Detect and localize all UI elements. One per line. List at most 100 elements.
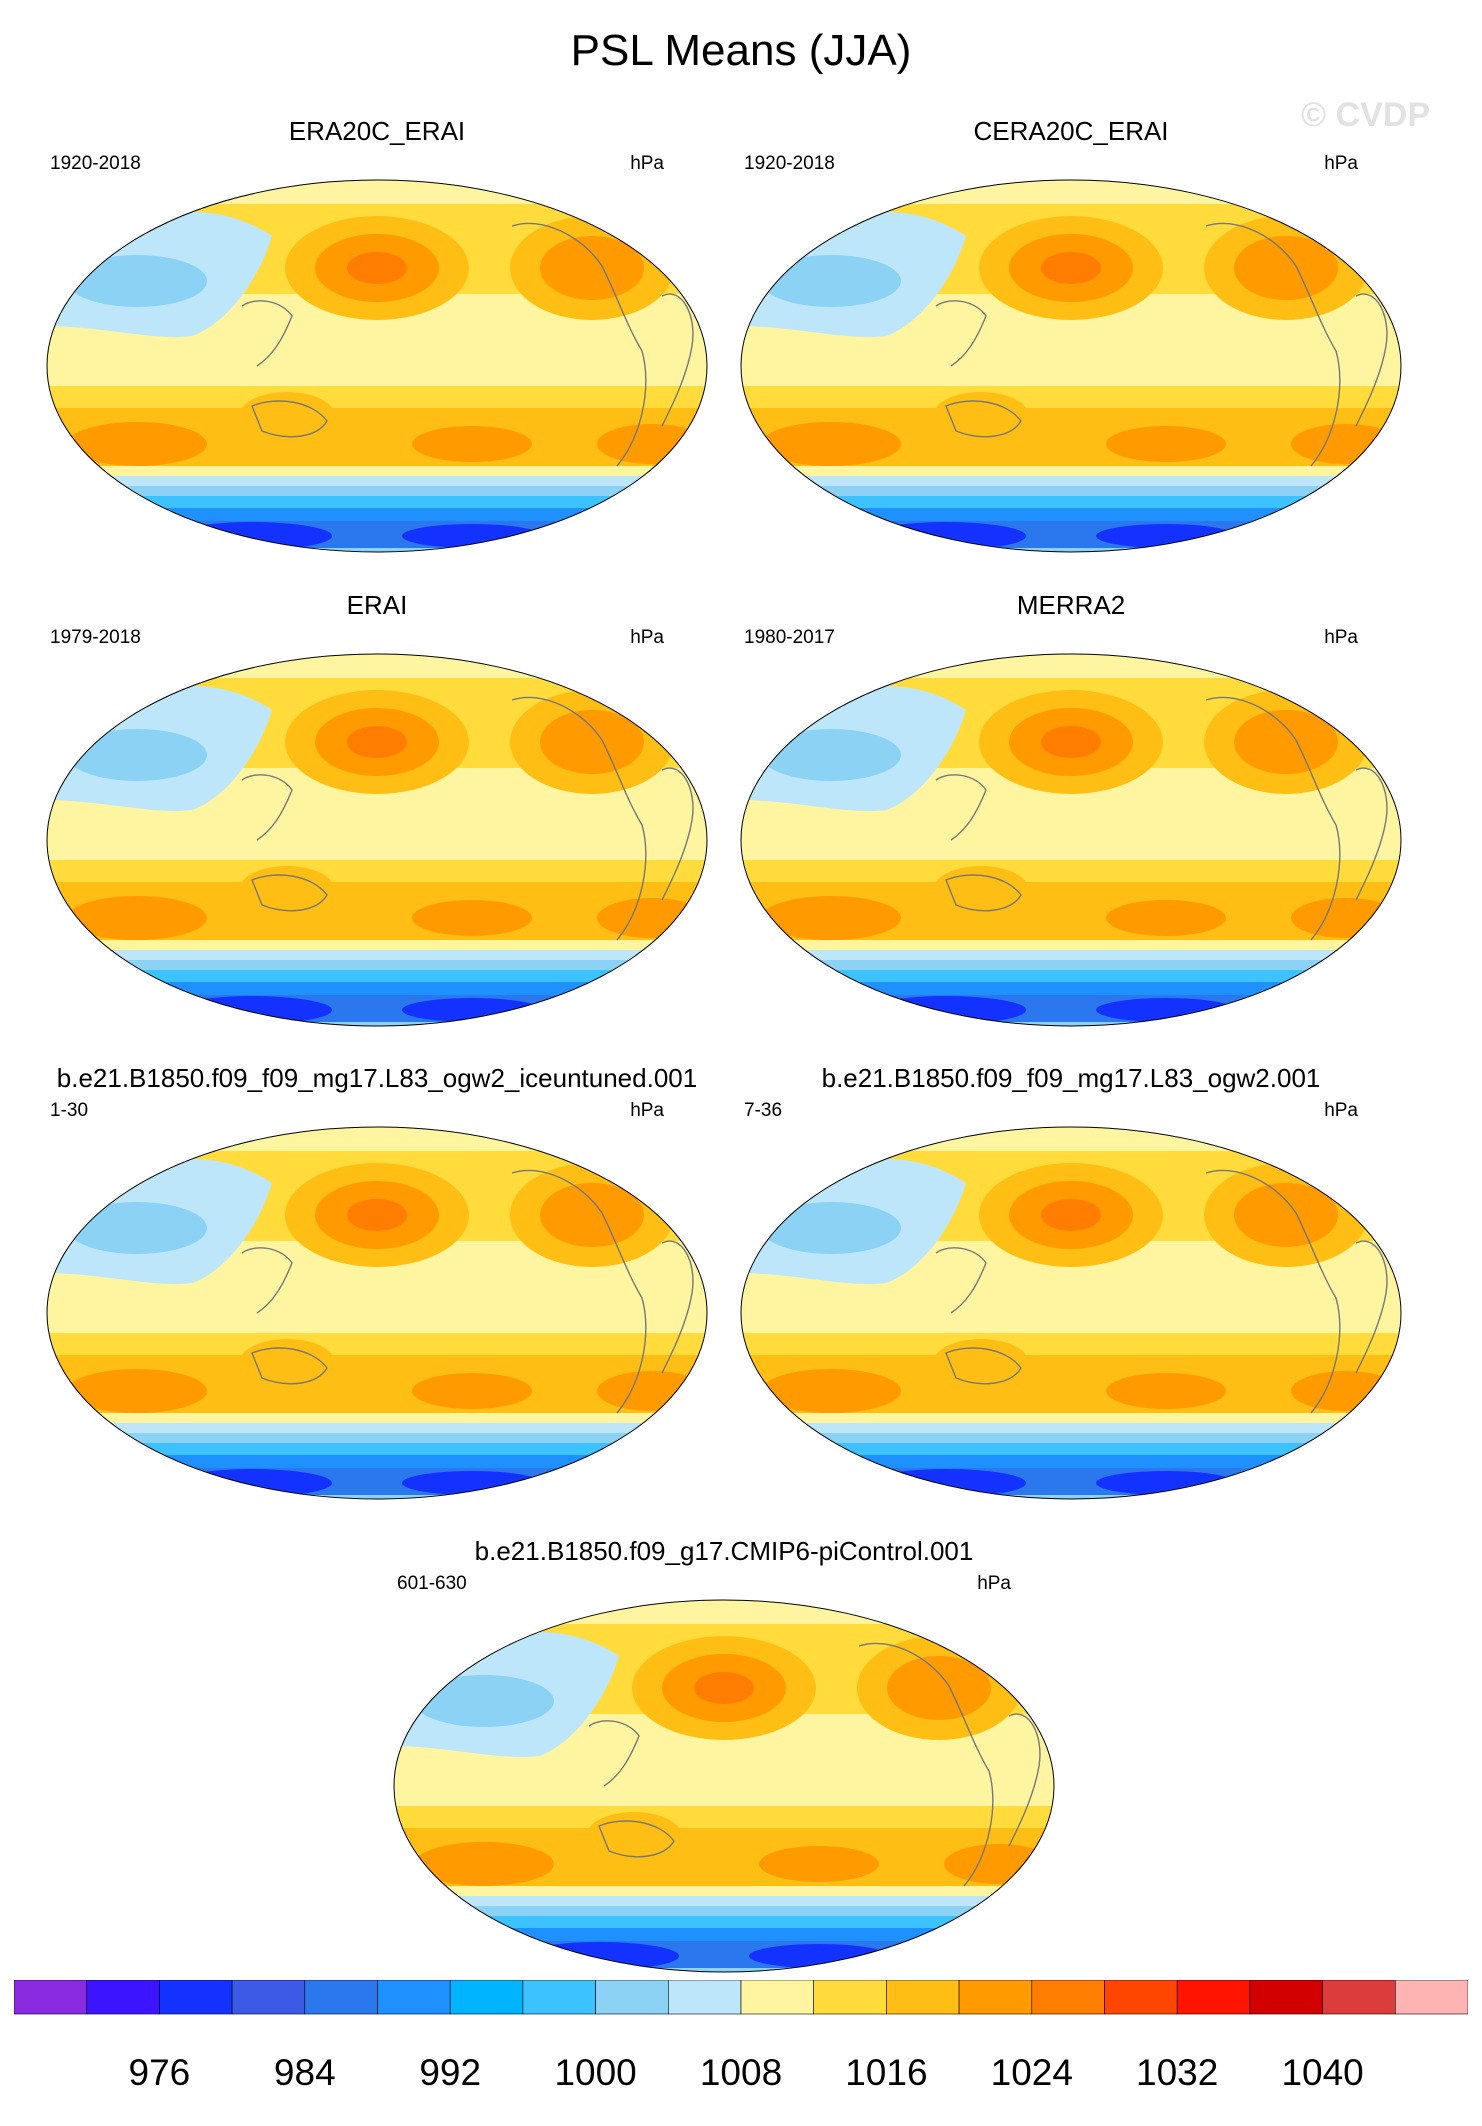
psl-cell-south-atlantic bbox=[1291, 1371, 1401, 1411]
psl-band-antarctic bbox=[741, 1495, 1401, 1499]
coastline-3 bbox=[1355, 767, 1388, 901]
map-outline bbox=[46, 179, 708, 553]
panel-title: b.e21.B1850.f09_g17.CMIP6-piControl.001 bbox=[474, 1536, 974, 1566]
coastline-1 bbox=[241, 300, 293, 367]
psl-cell-asian-low-2 bbox=[67, 1202, 207, 1254]
colorbar-swatch bbox=[1395, 1980, 1468, 2015]
page-title: PSL Means (JJA) bbox=[570, 26, 912, 75]
psl-cell-southern-low-1 bbox=[172, 1469, 332, 1497]
colorbar-swatch bbox=[86, 1980, 160, 2015]
psl-cell-azores-2 bbox=[540, 236, 644, 300]
panel-period: 1920-2018 bbox=[50, 153, 141, 174]
coastline-1 bbox=[935, 300, 987, 367]
psl-band-antarctic bbox=[47, 1495, 707, 1499]
map-panel: ERA20C_ERAI 1920-2018 hPa bbox=[42, 116, 712, 556]
psl-cell-asian-low-2 bbox=[414, 1675, 554, 1727]
psl-cell-australia bbox=[239, 392, 335, 440]
colorbar-tick-label: 1040 bbox=[1281, 2052, 1364, 2093]
psl-band-antarctic bbox=[741, 548, 1401, 552]
panel-title: CERA20C_ERAI bbox=[973, 116, 1169, 146]
psl-cell-south-pacific bbox=[759, 1846, 879, 1882]
coastline-2 bbox=[945, 1347, 1022, 1385]
colorbar-swatch bbox=[1031, 1980, 1105, 2015]
psl-cell-south-pacific bbox=[1106, 1373, 1226, 1409]
map-outline bbox=[740, 179, 1402, 553]
psl-band-antarctic bbox=[394, 1968, 1054, 1972]
map-outline bbox=[740, 1126, 1402, 1500]
map-outline bbox=[46, 1126, 708, 1500]
coastline-2 bbox=[945, 874, 1022, 912]
psl-band-antarctic bbox=[741, 1022, 1401, 1026]
coastline-2 bbox=[251, 874, 328, 912]
psl-map bbox=[46, 653, 708, 1027]
coastline-1 bbox=[935, 1247, 987, 1314]
psl-cell-azores-2 bbox=[1234, 236, 1338, 300]
panel-period: 601-630 bbox=[397, 1573, 467, 1594]
psl-cell-azores-2 bbox=[540, 710, 644, 774]
colorbar-tick-label: 1016 bbox=[845, 2052, 928, 2093]
psl-cell-asian-low-2 bbox=[761, 729, 901, 781]
psl-cell-azores-2 bbox=[887, 1656, 991, 1720]
psl-cell-south-pacific bbox=[1106, 426, 1226, 462]
psl-cell-south-atlantic bbox=[597, 1371, 707, 1411]
coastline-0 bbox=[511, 1169, 647, 1414]
panel-title: MERRA2 bbox=[1016, 590, 1126, 620]
psl-cell-south-indian bbox=[761, 1369, 901, 1413]
psl-cell-south-atlantic bbox=[1291, 898, 1401, 938]
panel-title: b.e21.B1850.f09_f09_mg17.L83_ogw2.001 bbox=[821, 1063, 1321, 1093]
panel-units: hPa bbox=[630, 627, 664, 648]
panel-units: hPa bbox=[1324, 153, 1358, 174]
psl-cell-australia bbox=[239, 1339, 335, 1387]
psl-cell-asian-low-2 bbox=[761, 1202, 901, 1254]
psl-map bbox=[740, 653, 1402, 1027]
psl-cell-south-atlantic bbox=[597, 898, 707, 938]
psl-cell-north-pacific-3 bbox=[1041, 1199, 1101, 1231]
psl-band-antarctic bbox=[47, 1022, 707, 1026]
panel-title: b.e21.B1850.f09_f09_mg17.L83_ogw2_iceunt… bbox=[56, 1063, 698, 1093]
psl-cell-asian-low-2 bbox=[67, 255, 207, 307]
panel-units: hPa bbox=[630, 1100, 664, 1121]
coastline-2 bbox=[945, 400, 1022, 438]
coastline-2 bbox=[598, 1820, 675, 1858]
psl-cell-azores-2 bbox=[1234, 710, 1338, 774]
psl-cell-azores-2 bbox=[1234, 1183, 1338, 1247]
coastline-3 bbox=[1355, 1240, 1388, 1374]
colorbar-tick-label: 976 bbox=[128, 2052, 191, 2093]
panel-title: ERAI bbox=[346, 590, 408, 620]
coastline-1 bbox=[588, 1720, 640, 1787]
panel-units: hPa bbox=[630, 153, 664, 174]
colorbar-swatch bbox=[522, 1980, 596, 2015]
panel-period: 1920-2018 bbox=[744, 153, 835, 174]
coastline-3 bbox=[1008, 1713, 1041, 1847]
psl-cell-south-atlantic bbox=[597, 424, 707, 464]
psl-cell-southern-low-1 bbox=[866, 996, 1026, 1024]
psl-cell-north-pacific-3 bbox=[347, 252, 407, 284]
psl-cell-north-pacific-3 bbox=[1041, 252, 1101, 284]
psl-cell-southern-low-1 bbox=[519, 1942, 679, 1970]
colorbar-swatch bbox=[667, 1980, 742, 2015]
psl-cell-south-indian bbox=[67, 896, 207, 940]
psl-cell-south-indian bbox=[761, 896, 901, 940]
colorbar-swatch bbox=[1104, 1980, 1178, 2015]
psl-cell-south-pacific bbox=[412, 900, 532, 936]
map-panel: b.e21.B1850.f09_g17.CMIP6-piControl.001 6… bbox=[389, 1536, 1059, 1976]
coastline-3 bbox=[661, 767, 694, 901]
coastline-2 bbox=[251, 1347, 328, 1385]
panel-title: ERA20C_ERAI bbox=[288, 116, 466, 146]
watermark: © CVDP bbox=[1301, 96, 1430, 134]
panel-units: hPa bbox=[1324, 627, 1358, 648]
coastline-0 bbox=[511, 696, 647, 941]
colorbar-swatch bbox=[159, 1980, 233, 2015]
colorbar-tick-label: 1008 bbox=[699, 2052, 783, 2093]
psl-cell-australia bbox=[586, 1812, 682, 1860]
map-panel: b.e21.B1850.f09_f09_mg17.L83_ogw2_iceunt… bbox=[42, 1063, 712, 1503]
psl-cell-south-indian bbox=[414, 1842, 554, 1886]
coastline-2 bbox=[251, 400, 328, 438]
colorbar-tick-label: 992 bbox=[419, 2052, 482, 2093]
map-outline bbox=[740, 653, 1402, 1027]
psl-cell-north-pacific-3 bbox=[1041, 726, 1101, 758]
panel-period: 1-30 bbox=[50, 1100, 89, 1121]
psl-cell-south-atlantic bbox=[1291, 424, 1401, 464]
map-outline bbox=[393, 1599, 1055, 1973]
colorbar-tick-label: 1000 bbox=[554, 2052, 637, 2093]
